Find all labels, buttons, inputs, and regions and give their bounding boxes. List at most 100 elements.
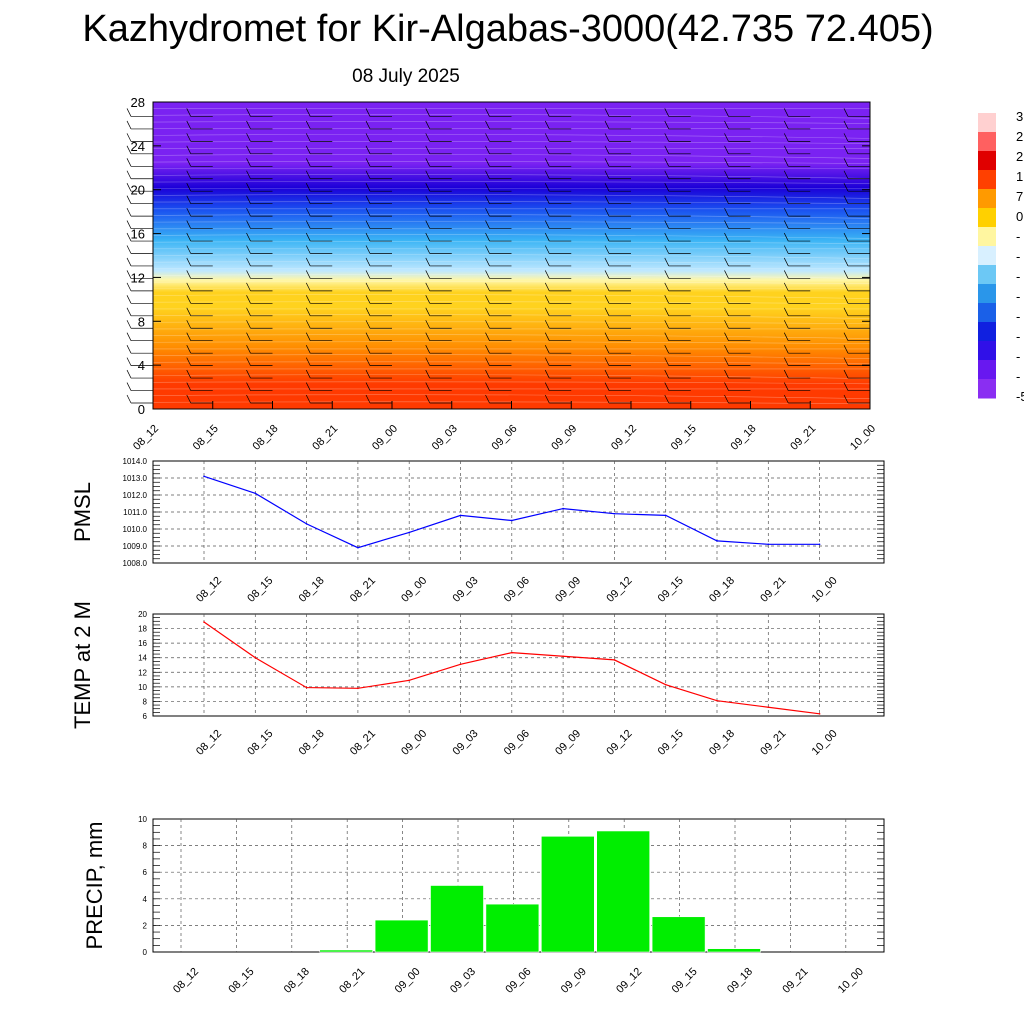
colorbar-label: 2 [1016, 129, 1023, 144]
y-tick-label: 8 [138, 314, 145, 329]
precip-bar [486, 904, 539, 952]
x-tick-label: 08_21 [310, 423, 340, 453]
colorbar-label: 3 [1016, 109, 1023, 124]
colorbar-cell [978, 360, 996, 380]
y-tick-label: 28 [131, 95, 145, 110]
pmsl-x-tick-label: 09_18 [707, 575, 737, 605]
precip-y-tick-label: 4 [143, 895, 148, 904]
y-tick-label: 20 [131, 183, 145, 198]
colorbar-label: -5 [1016, 389, 1024, 404]
temp-y-tick-label: 12 [138, 668, 147, 677]
precip-y-tick-label: 8 [143, 842, 148, 851]
pmsl-point [408, 532, 410, 534]
pmsl-y-tick-label: 1011.0 [123, 508, 147, 517]
colorbar-cell [978, 170, 996, 190]
temp-point [716, 700, 718, 702]
temp-y-tick-label: 16 [138, 639, 147, 648]
precip-x-tick-label: 09_21 [780, 966, 810, 996]
pmsl-y-tick-label: 1012.0 [123, 491, 148, 500]
pmsl-point [306, 523, 308, 525]
precip-bar [708, 949, 761, 952]
wind-barb-feather [127, 383, 131, 391]
colorbar-label: - [1016, 289, 1020, 304]
colorbar-cell [978, 132, 996, 152]
precip-x-tick-label: 09_15 [670, 966, 700, 996]
wind-barb-feather [127, 121, 131, 129]
pmsl-point [562, 508, 564, 510]
temp-axis-label: TEMP at 2 M [70, 601, 95, 729]
precip-x-tick-label: 08_21 [337, 966, 367, 996]
x-tick-label: 09_09 [549, 423, 579, 453]
temp-point [511, 652, 513, 654]
pmsl-x-tick-label: 08_18 [297, 575, 327, 605]
colorbar-cell [978, 151, 996, 171]
temp-point [203, 621, 205, 623]
y-tick-label: 0 [138, 402, 145, 417]
pmsl-point [716, 540, 718, 542]
colorbar-cell [978, 265, 996, 285]
wind-barb-feather [127, 308, 131, 316]
pmsl-x-tick-label: 09_21 [758, 575, 788, 605]
wind-barb-feather [127, 333, 131, 341]
temp-point [460, 663, 462, 665]
x-tick-label: 09_06 [490, 423, 520, 453]
temp-point [768, 706, 770, 708]
temp-x-tick-label: 10_00 [810, 728, 840, 758]
temp-x-tick-label: 09_12 [604, 728, 634, 758]
colorbar-label: - [1016, 229, 1020, 244]
colorbar-cell [978, 113, 996, 133]
pmsl-x-tick-label: 08_12 [194, 575, 224, 605]
pmsl-axis-label: PMSL [70, 482, 95, 542]
pmsl-point [255, 493, 257, 495]
y-tick-label: 12 [131, 270, 145, 285]
pmsl-x-tick-label: 09_15 [656, 575, 686, 605]
temp-point [408, 680, 410, 682]
precip-bar [652, 917, 705, 952]
precip-bar [320, 950, 373, 952]
x-tick-label: 09_15 [669, 423, 699, 453]
precip-y-tick-label: 6 [143, 868, 148, 877]
y-tick-label: 16 [131, 227, 145, 242]
x-tick-label: 09_00 [370, 423, 400, 453]
wind-barb-feather [127, 258, 131, 266]
temp-point [562, 655, 564, 657]
temp-x-tick-label: 09_06 [502, 728, 532, 758]
pmsl-x-tick-label: 08_15 [245, 575, 275, 605]
temp-x-tick-label: 09_03 [451, 728, 481, 758]
x-tick-label: 08_15 [191, 423, 221, 453]
x-tick-label: 09_03 [430, 423, 460, 453]
pmsl-x-tick-label: 09_12 [604, 575, 634, 605]
precip-x-tick-label: 09_12 [614, 966, 644, 996]
colorbar-cell [978, 341, 996, 361]
temp-frame [153, 614, 884, 716]
pmsl-x-tick-label: 10_00 [810, 575, 840, 605]
precip-y-tick-label: 0 [143, 948, 148, 957]
temp-x-tick-label: 08_15 [245, 728, 275, 758]
temp-x-tick-label: 09_09 [553, 728, 583, 758]
pmsl-point [357, 547, 359, 549]
pmsl-point [768, 544, 770, 546]
pmsl-y-tick-label: 1013.0 [123, 474, 148, 483]
precip-x-tick-label: 08_15 [226, 966, 256, 996]
pmsl-point [614, 513, 616, 515]
precip-bar [597, 831, 650, 952]
colorbar-label: - [1016, 269, 1020, 284]
precip-bar [431, 886, 484, 953]
pmsl-x-tick-label: 09_03 [451, 575, 481, 605]
wind-barb-feather [127, 395, 131, 403]
x-tick-label: 09_21 [788, 423, 818, 453]
temp-x-tick-label: 09_21 [758, 728, 788, 758]
wind-barb-feather [127, 295, 131, 303]
colorbar-label: 7 [1016, 189, 1023, 204]
wind-barb-feather [127, 246, 131, 254]
temp-point [614, 659, 616, 661]
precip-x-tick-label: 10_00 [836, 966, 866, 996]
precip-bar [541, 836, 594, 952]
precip-y-tick-label: 2 [143, 921, 148, 930]
wind-barb-feather [127, 358, 131, 366]
precip-x-tick-label: 09_06 [503, 966, 533, 996]
temp-x-tick-label: 09_15 [656, 728, 686, 758]
colorbar-cell [978, 379, 996, 399]
colorbar-label: 0 [1016, 209, 1023, 224]
